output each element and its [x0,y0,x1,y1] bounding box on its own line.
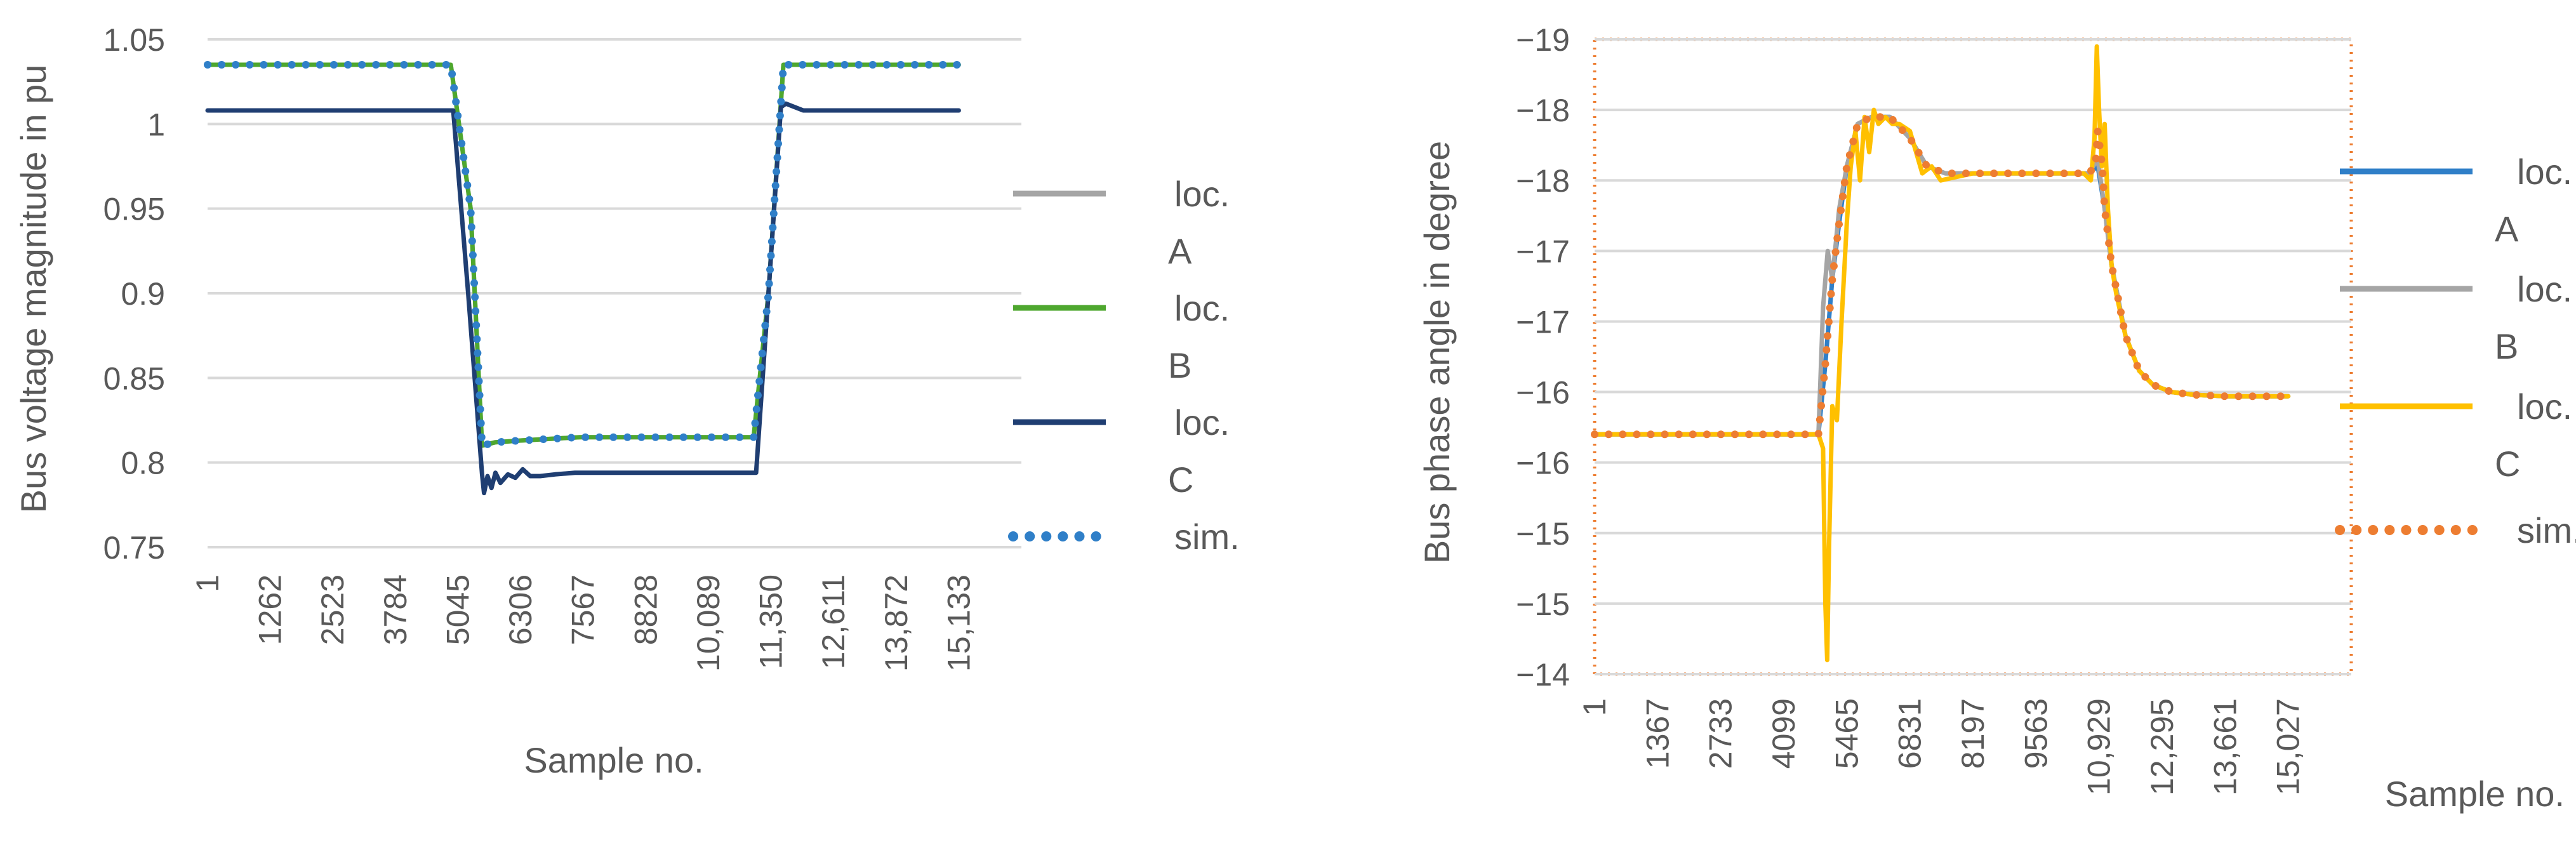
angle-y-tick-labels: −14 −15 −15 −16 −16 −17 −17 −18 −18 −19 [1516,22,1570,693]
voltage-series-loc-b [205,62,961,448]
voltage-y-tick-label: 0.95 [103,192,165,227]
angle-y-axis-title: Bus phase angle in degree [1417,141,1457,564]
angle-legend-label: loc. [2517,269,2572,309]
angle-y-tick-label: −15 [1516,587,1570,622]
angle-x-tick-label: 1367 [1640,698,1675,769]
voltage-series-loc-c [205,101,961,496]
voltage-series-loc-a [205,62,961,448]
angle-series-lines [1591,44,2292,663]
voltage-x-tick-labels: 1 1262 2523 3784 5045 6306 7567 8828 10,089 11,35… [190,574,976,672]
angle-x-tick-label: 10,929 [2081,698,2117,795]
angle-x-tick-label: 6831 [1892,698,1928,769]
voltage-legend-label: loc. [1174,288,1230,328]
angle-y-tick-label: −18 [1516,163,1570,199]
voltage-x-tick-label: 10,089 [691,574,726,672]
angle-x-tick-label: 5465 [1829,698,1864,769]
angle-series-loc-b [1592,114,2291,437]
angle-y-tick-label: −16 [1516,446,1570,481]
voltage-x-tick-label: 13,872 [879,574,914,672]
angle-y-tick-label: −15 [1516,516,1570,552]
angle-x-tick-label: 13,661 [2207,698,2243,795]
voltage-x-tick-label: 6306 [503,574,538,645]
voltage-legend-label: sim. [1174,517,1240,557]
angle-y-tick-label: −14 [1516,657,1570,693]
angle-legend-label: A [2495,209,2519,249]
angle-y-tick-label: −19 [1516,22,1570,58]
voltage-x-tick-label: 5045 [440,574,475,645]
angle-x-tick-label: 8197 [1955,698,1991,769]
angle-x-tick-label: 12,295 [2144,698,2180,795]
angle-x-tick-label: 9563 [2018,698,2054,769]
angle-series-sim [1591,113,2292,439]
angle-x-tick-label: 2733 [1703,698,1739,769]
voltage-x-tick-label: 15,133 [941,574,976,672]
voltage-y-axis-title: Bus voltage magnitude in pu [13,65,53,514]
angle-series-loc-c [1592,44,2291,663]
voltage-chart: 0.75 0.8 0.85 0.9 0.95 1 1.05 1 1262 2523 3784 504… [13,22,1240,780]
voltage-x-tick-label: 1262 [253,574,288,645]
voltage-y-tick-label: 0.85 [103,361,165,396]
voltage-legend-label: loc. [1174,402,1230,442]
angle-legend-label: sim. [2517,510,2576,550]
voltage-x-tick-label: 12,611 [816,574,851,669]
voltage-x-tick-label: 11,350 [754,574,789,669]
angle-x-tick-label: 4099 [1766,698,1802,769]
angle-x-tick-label: 15,027 [2271,698,2306,795]
voltage-series-lines [204,61,963,496]
voltage-series-sim [204,61,963,449]
angle-series-loc-a [1592,114,2291,437]
voltage-x-axis-title: Sample no. [524,740,703,780]
voltage-x-tick-label: 8828 [628,574,663,645]
angle-legend-label: loc. [2517,152,2572,192]
angle-x-tick-label: 1 [1577,698,1612,716]
voltage-legend-label: A [1168,231,1192,271]
voltage-legend-label: B [1168,345,1192,385]
angle-y-tick-label: −17 [1516,304,1570,340]
angle-legend-label: loc. [2517,387,2572,427]
voltage-y-tick-labels: 0.75 0.8 0.85 0.9 0.95 1 1.05 [103,22,165,566]
voltage-x-tick-label: 2523 [315,574,350,645]
voltage-x-tick-label: 7567 [566,574,601,645]
angle-y-tick-label: −17 [1516,234,1570,269]
angle-x-axis-title: Sample no. [2385,774,2565,814]
voltage-legend-label: loc. [1174,174,1230,214]
voltage-y-tick-label: 1 [147,107,165,142]
voltage-y-tick-label: 0.8 [121,446,165,481]
angle-legend-label: B [2495,326,2518,366]
angle-y-tick-label: −18 [1516,93,1570,128]
voltage-x-tick-label: 1 [190,574,225,592]
angle-y-tick-label: −16 [1516,375,1570,411]
angle-legend-label: C [2495,444,2520,484]
voltage-x-tick-label: 3784 [378,574,413,645]
angle-chart: −14 −15 −15 −16 −16 −17 −17 −18 −18 −19 1 1367 2733… [1417,22,2576,814]
angle-x-tick-labels: 1 1367 2733 4099 5465 6831 8197 9563 10,929 12,29… [1577,698,2306,795]
voltage-gridlines [208,38,1021,548]
angle-gridlines [1595,38,2351,675]
voltage-y-tick-label: 0.75 [103,530,165,566]
voltage-y-tick-label: 0.9 [121,276,165,312]
voltage-legend-label: C [1168,460,1193,500]
angle-plot-border [1593,37,2353,676]
voltage-y-tick-label: 1.05 [103,22,165,58]
